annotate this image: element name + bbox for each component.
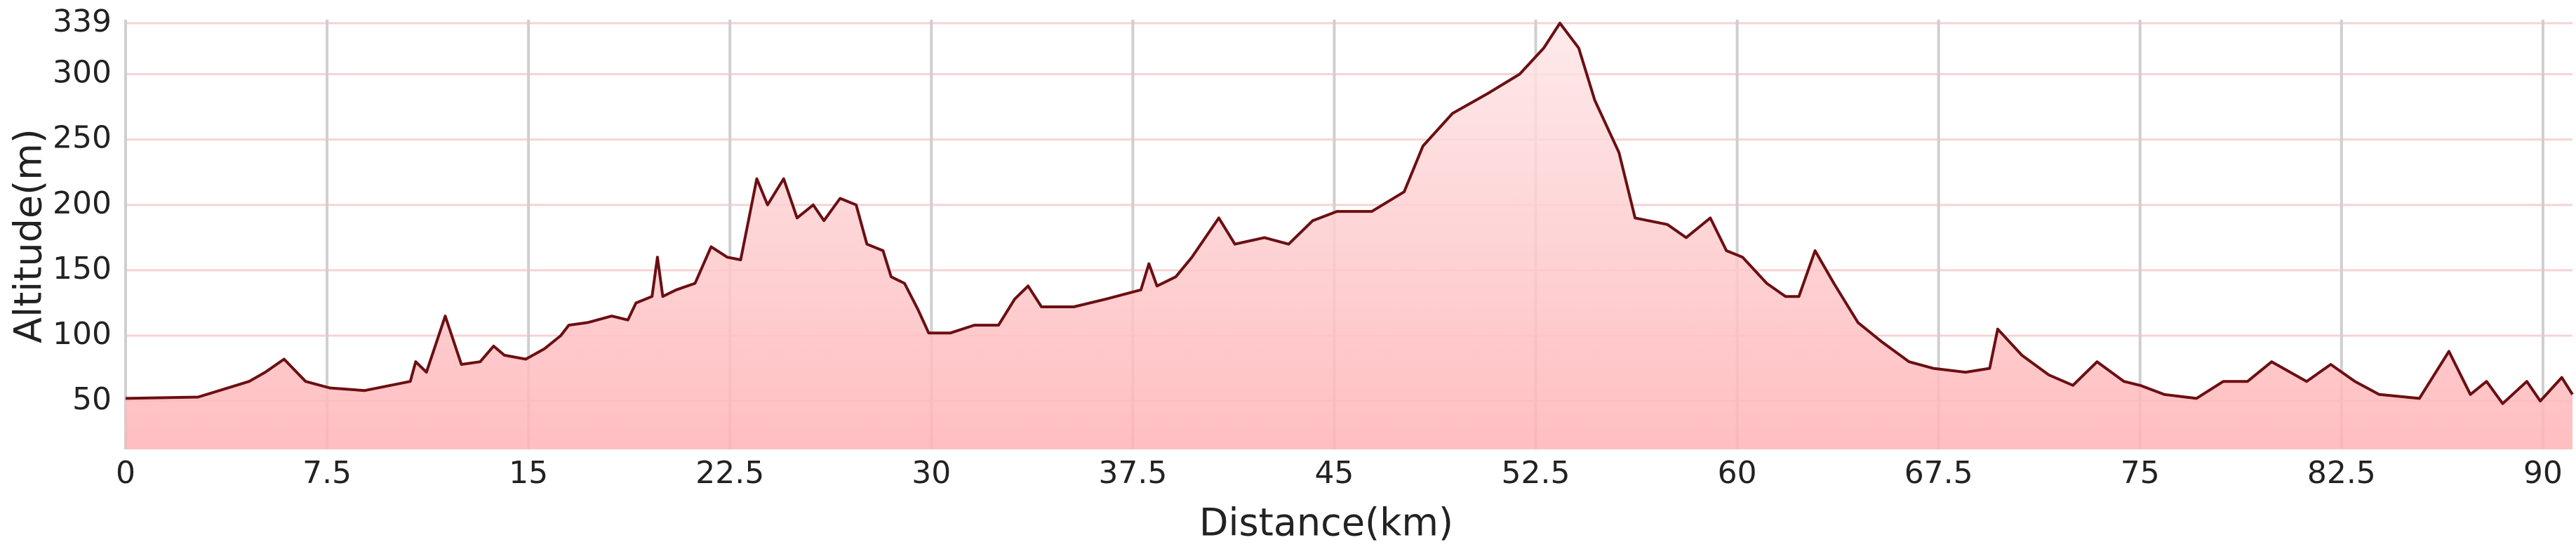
y-tick-label: 339	[53, 4, 112, 39]
x-tick-label: 30	[912, 455, 951, 491]
x-tick-label: 22.5	[695, 455, 764, 491]
x-tick-label: 7.5	[302, 455, 352, 491]
y-tick-label: 250	[53, 120, 112, 156]
x-axis-title: Distance(km)	[1199, 501, 1453, 545]
y-tick-label: 50	[72, 381, 112, 417]
x-tick-label: 67.5	[1904, 455, 1973, 491]
y-tick-label: 100	[53, 316, 112, 352]
x-tick-label: 45	[1314, 455, 1354, 491]
y-tick-label: 200	[53, 185, 112, 221]
x-tick-label: 0	[116, 455, 135, 491]
x-tick-label: 60	[1718, 455, 1757, 491]
area-fill	[126, 23, 2572, 449]
x-tick-label: 90	[2523, 455, 2563, 491]
x-tick-label: 82.5	[2307, 455, 2376, 491]
x-tick-label: 75	[2121, 455, 2160, 491]
y-axis-title: Altitude(m)	[6, 128, 51, 343]
y-tick-label: 150	[53, 251, 112, 286]
profile-line	[125, 22, 2574, 405]
x-tick-label: 37.5	[1098, 455, 1167, 491]
x-tick-label: 52.5	[1502, 455, 1570, 491]
y-tick-label: 300	[53, 55, 112, 91]
x-tick-label: 15	[509, 455, 548, 491]
